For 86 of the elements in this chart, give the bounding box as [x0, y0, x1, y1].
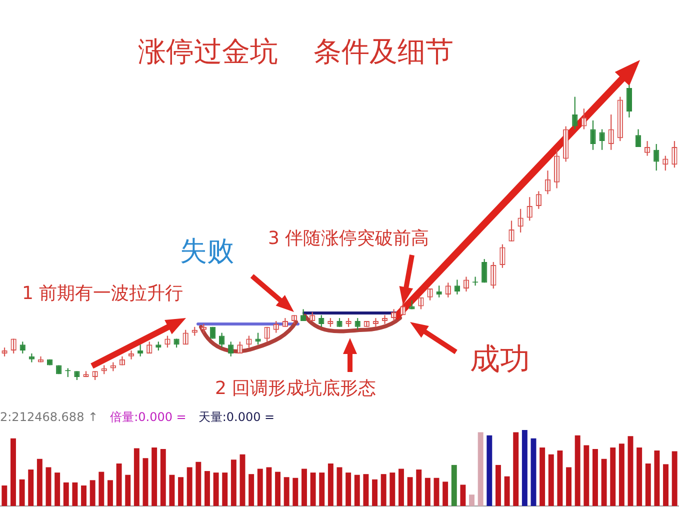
bar [618, 444, 624, 506]
chart-title: 涨停过金坑 条件及细节 [138, 35, 454, 68]
bar [81, 485, 87, 506]
bar [284, 477, 290, 506]
bar [566, 467, 572, 506]
bar [372, 479, 378, 506]
bar [328, 463, 334, 506]
bar [495, 464, 501, 506]
bar [424, 478, 430, 506]
bar [196, 462, 202, 506]
bar [557, 450, 563, 506]
bar [522, 430, 528, 506]
bar [601, 458, 607, 506]
bar [46, 467, 52, 506]
bar [663, 464, 669, 506]
bar [654, 450, 660, 506]
bar [540, 447, 546, 506]
bar [672, 451, 678, 506]
text: 倍量:0.000 = [110, 410, 186, 424]
bar [19, 479, 25, 506]
bar [116, 463, 122, 506]
bar [230, 460, 236, 506]
bar [486, 435, 492, 506]
bar [10, 438, 16, 506]
annotation: 1 前期有一波拉升行 [22, 283, 184, 304]
bar [548, 454, 554, 506]
bar [636, 447, 642, 506]
bar [645, 463, 651, 506]
bar [222, 472, 228, 506]
bar [63, 482, 69, 506]
bar [390, 472, 396, 506]
bar [363, 474, 369, 506]
bar [354, 474, 360, 506]
annotation: 成功 [470, 342, 530, 377]
annotation: 2 回调形成坑底形态 [215, 378, 376, 399]
bar [398, 468, 404, 506]
bar [152, 447, 158, 506]
bar [160, 449, 166, 506]
bar [213, 472, 219, 506]
bar [125, 474, 131, 506]
bar [584, 445, 590, 506]
bar [178, 477, 184, 506]
bar [169, 474, 175, 506]
bar [134, 448, 140, 506]
bar [380, 474, 386, 506]
bar [310, 472, 316, 506]
bar [336, 467, 342, 506]
bar [98, 472, 104, 506]
bar [142, 458, 148, 506]
bar [451, 464, 457, 506]
bar [204, 471, 210, 506]
bar [592, 449, 598, 506]
text: 天量:0.000 = [198, 410, 275, 424]
bar [434, 478, 440, 506]
bar [574, 435, 580, 506]
bar [504, 476, 510, 506]
bar [275, 472, 281, 506]
text: 2:212468.688 ↑ [0, 410, 98, 424]
bar [2, 485, 8, 506]
bar [407, 477, 413, 506]
bar [628, 436, 634, 506]
bar [442, 482, 448, 506]
bar [319, 472, 325, 506]
bar [610, 447, 616, 506]
bar [257, 468, 263, 506]
annotation: 3 伴随涨停突破前高 [268, 228, 430, 249]
bar [513, 432, 519, 506]
bar [248, 474, 254, 506]
annotation: 失败 [180, 236, 234, 267]
bar [478, 432, 484, 506]
bar [72, 482, 78, 506]
bar [469, 494, 475, 506]
bar [346, 472, 352, 506]
bar [36, 458, 42, 506]
bar [28, 470, 34, 506]
bar [266, 467, 272, 506]
bar [416, 470, 422, 506]
bar [530, 438, 536, 506]
bar [301, 468, 307, 506]
bar [292, 478, 298, 506]
bar [460, 484, 466, 506]
bar [107, 480, 113, 506]
bar [240, 454, 246, 506]
bar [90, 480, 96, 506]
bar [54, 472, 60, 506]
bar [186, 467, 192, 506]
